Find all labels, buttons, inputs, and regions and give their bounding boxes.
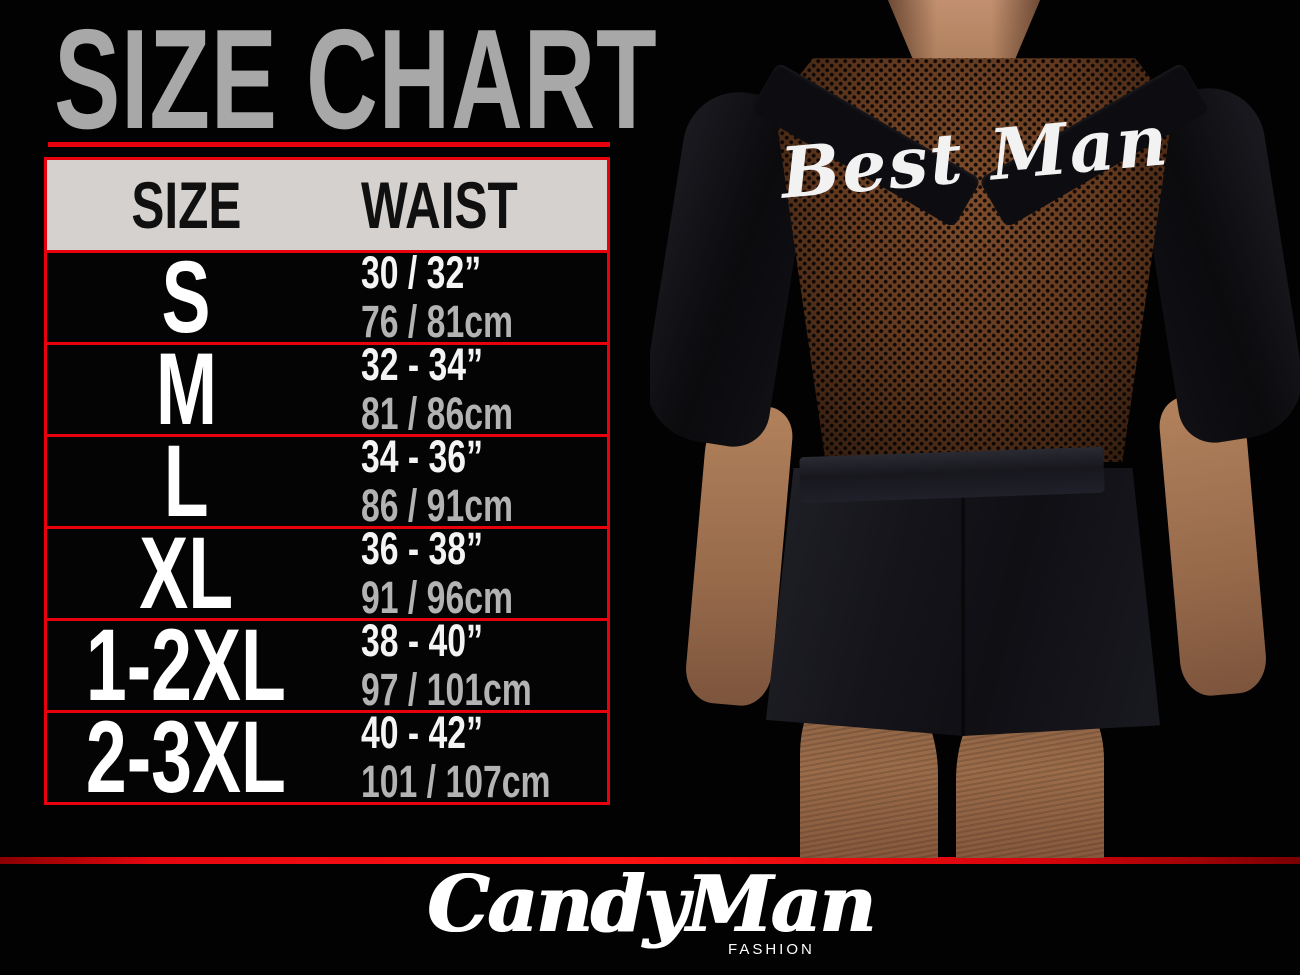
size-cell: L	[47, 423, 325, 538]
model-photo: Best Man	[650, 0, 1300, 858]
column-header-size: SIZE	[130, 168, 242, 242]
size-value: L	[163, 423, 209, 538]
table-body: S 30 / 32” 76 / 81cm M 32 - 34” 81 / 86c…	[44, 239, 610, 814]
size-row: XL 36 - 38” 91 / 96cm	[44, 515, 610, 630]
size-value: S	[161, 239, 211, 354]
waist-cm-value: 97 / 101cm	[361, 664, 532, 715]
size-table: SIZE WAIST S 30 / 32” 76 / 81cm	[44, 157, 610, 814]
size-value: M	[155, 331, 217, 446]
column-header-waist: WAIST	[361, 168, 518, 242]
waist-inches-value: 34 - 36”	[361, 431, 483, 483]
header-cell-size: SIZE	[47, 160, 325, 250]
footer-divider	[0, 857, 1300, 864]
size-value: 2-3XL	[85, 699, 286, 814]
waist-inches-value: 30 / 32”	[361, 247, 482, 299]
waist-cm-value: 76 / 81cm	[361, 296, 513, 347]
waist-cm-value: 101 / 107cm	[360, 756, 551, 807]
waist-inches-value: 40 - 42”	[360, 707, 483, 759]
size-cell: 2-3XL	[47, 699, 325, 814]
size-cell: M	[47, 331, 325, 446]
size-row: L 34 - 36” 86 / 91cm	[44, 423, 610, 538]
waist-cell: 30 / 32” 76 / 81cm	[325, 247, 607, 347]
size-row: 2-3XL 40 - 42” 101 / 107cm	[44, 699, 610, 814]
page-title-text: SIZE CHART	[54, 0, 658, 159]
size-cell: 1-2XL	[47, 607, 325, 722]
waist-cm-value: 86 / 91cm	[361, 480, 513, 531]
waist-inches-value: 32 - 34”	[361, 339, 483, 391]
waist-inches-value: 36 - 38”	[361, 523, 483, 575]
size-value: 1-2XL	[85, 607, 286, 722]
page-title: SIZE CHART	[54, 9, 916, 151]
size-row: 1-2XL 38 - 40” 97 / 101cm	[44, 607, 610, 722]
size-cell: S	[47, 239, 325, 354]
brand-tagline: FASHION	[728, 941, 815, 958]
brand-logo: CandyMan	[426, 859, 876, 950]
robe-skirt	[766, 468, 1160, 736]
size-cell: XL	[47, 515, 325, 630]
waist-cell: 40 - 42” 101 / 107cm	[325, 707, 614, 807]
waist-cell: 34 - 36” 86 / 91cm	[325, 431, 607, 531]
waist-cm-value: 81 / 86cm	[361, 388, 513, 439]
table-header-row: SIZE WAIST	[44, 157, 610, 253]
waist-cm-value: 91 / 96cm	[361, 572, 513, 623]
waist-cell: 38 - 40” 97 / 101cm	[325, 615, 607, 715]
waist-cell: 36 - 38” 91 / 96cm	[325, 523, 607, 623]
waist-inches-value: 38 - 40”	[361, 615, 483, 667]
size-row: S 30 / 32” 76 / 81cm	[44, 239, 610, 354]
size-value: XL	[139, 515, 233, 630]
size-row: M 32 - 34” 81 / 86cm	[44, 331, 610, 446]
title-underline	[48, 142, 610, 147]
waist-cell: 32 - 34” 81 / 86cm	[325, 339, 607, 439]
header-cell-waist: WAIST	[325, 160, 607, 250]
